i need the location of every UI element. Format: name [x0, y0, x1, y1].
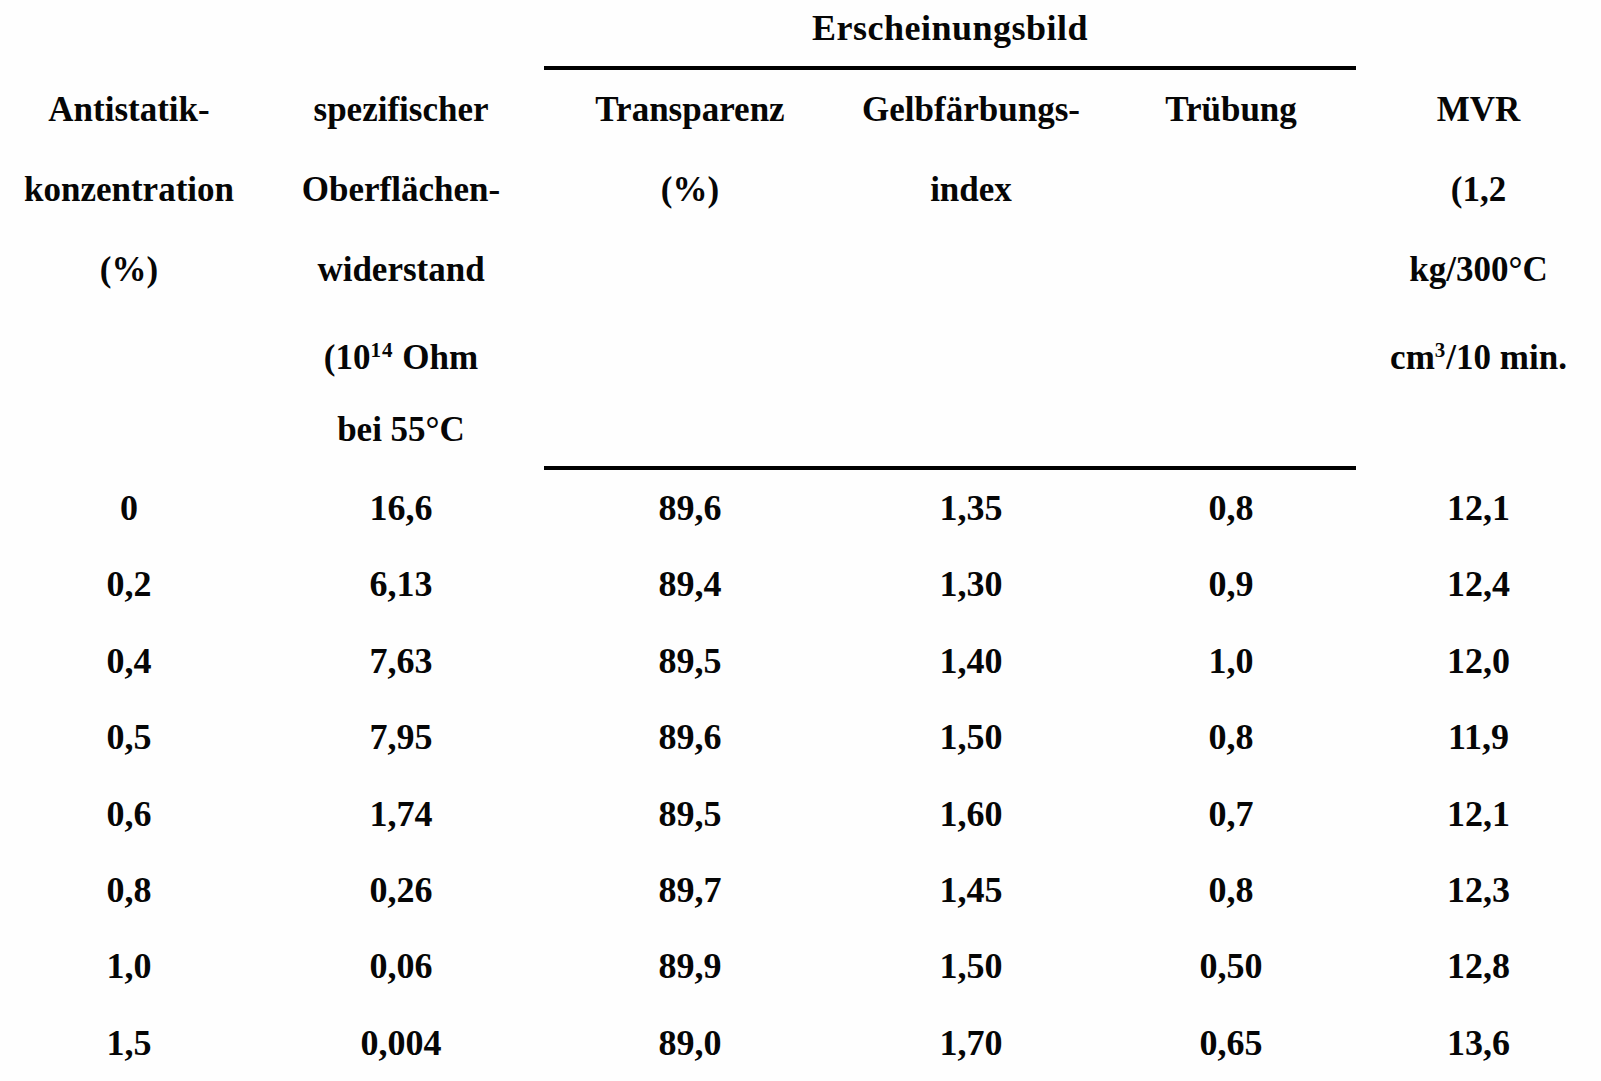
table-cell: 7,63	[258, 623, 544, 699]
group-header-erscheinungsbild: Erscheinungsbild	[544, 0, 1356, 70]
table-cell: 1,0	[0, 928, 258, 1004]
table-cell: 16,6	[258, 470, 544, 546]
column-header-spezifischer-oberflaechenwiderstand: spezifischer Oberflächen- widerstand (10…	[258, 70, 544, 470]
header-line: konzentration	[0, 150, 258, 230]
measurement-table: Erscheinungsbild Antistatik- konzentrati…	[0, 0, 1601, 1081]
table-cell: 12,1	[1356, 776, 1601, 852]
ohm-prefix: (10	[324, 338, 371, 377]
header-line: Antistatik-	[0, 70, 258, 150]
table-cell: 1,60	[836, 776, 1106, 852]
header-line: Trübung	[1106, 70, 1356, 150]
table-cell: 12,1	[1356, 470, 1601, 546]
table-cell: 0,2	[0, 546, 258, 622]
table-cell: 1,70	[836, 1005, 1106, 1081]
table-cell: 89,5	[544, 776, 836, 852]
table-cell: 89,6	[544, 699, 836, 775]
table-cell: 0,7	[1106, 776, 1356, 852]
table-cell: 11,9	[1356, 699, 1601, 775]
header-line: (%)	[0, 230, 258, 310]
table-cell: 1,50	[836, 699, 1106, 775]
table-cell: 0,8	[1106, 470, 1356, 546]
table-cell: 0,8	[1106, 852, 1356, 928]
spacer-cell	[258, 0, 544, 70]
table-cell: 0	[0, 470, 258, 546]
table-cell: 1,50	[836, 928, 1106, 1004]
header-line: (1,2	[1356, 150, 1601, 230]
table-cell: 12,8	[1356, 928, 1601, 1004]
header-line: Transparenz	[544, 70, 836, 150]
table-cell: 0,06	[258, 928, 544, 1004]
column-header-mvr: MVR (1,2 kg/300°C cm3/10 min.	[1356, 70, 1601, 470]
column-header-gelbfaerbungsindex: Gelbfärbungs- index	[836, 70, 1106, 470]
table-cell: 89,5	[544, 623, 836, 699]
table-cell: 1,35	[836, 470, 1106, 546]
column-header-antistatik-konzentration: Antistatik- konzentration (%)	[0, 70, 258, 470]
header-line: widerstand	[258, 230, 544, 310]
ohm-unit: Ohm	[394, 338, 479, 377]
table-cell: 6,13	[258, 546, 544, 622]
table-cell: 1,30	[836, 546, 1106, 622]
table-cell: 1,5	[0, 1005, 258, 1081]
header-line: MVR	[1356, 70, 1601, 150]
table-cell: 1,40	[836, 623, 1106, 699]
cm-unit: /10 min.	[1446, 338, 1567, 377]
column-header-truebung: Trübung	[1106, 70, 1356, 470]
table-cell: 12,0	[1356, 623, 1601, 699]
table-cell: 89,4	[544, 546, 836, 622]
header-line: (%)	[544, 150, 836, 230]
cm-prefix: cm	[1390, 338, 1435, 377]
table-cell: 0,65	[1106, 1005, 1356, 1081]
header-line: Oberflächen-	[258, 150, 544, 230]
table-cell: 0,004	[258, 1005, 544, 1081]
header-line: spezifischer	[258, 70, 544, 150]
spacer-cell	[1356, 0, 1601, 70]
table-cell: 89,6	[544, 470, 836, 546]
ohm-exponent: 14	[371, 338, 394, 362]
cm-exponent: 3	[1435, 338, 1447, 362]
header-line: Gelbfärbungs-	[836, 70, 1106, 150]
table-cell: 0,5	[0, 699, 258, 775]
spacer-cell	[0, 0, 258, 70]
table-cell: 13,6	[1356, 1005, 1601, 1081]
table-cell: 1,74	[258, 776, 544, 852]
table-cell: 0,8	[0, 852, 258, 928]
table-cell: 12,3	[1356, 852, 1601, 928]
table-cell: 0,26	[258, 852, 544, 928]
header-line: bei 55°C	[258, 390, 544, 470]
table-cell: 0,6	[0, 776, 258, 852]
table-cell: 89,7	[544, 852, 836, 928]
table-cell: 0,8	[1106, 699, 1356, 775]
table-cell: 0,50	[1106, 928, 1356, 1004]
table-cell: 89,0	[544, 1005, 836, 1081]
table-cell: 1,45	[836, 852, 1106, 928]
header-line: index	[836, 150, 1106, 230]
column-header-transparenz: Transparenz (%)	[544, 70, 836, 470]
header-line: kg/300°C	[1356, 230, 1601, 310]
header-line-ohm: (1014 Ohm	[258, 310, 544, 390]
header-line-cm3: cm3/10 min.	[1356, 310, 1601, 390]
table-cell: 1,0	[1106, 623, 1356, 699]
table-cell: 12,4	[1356, 546, 1601, 622]
table-cell: 0,4	[0, 623, 258, 699]
table-cell: 7,95	[258, 699, 544, 775]
table-cell: 0,9	[1106, 546, 1356, 622]
scanned-document-page: Erscheinungsbild Antistatik- konzentrati…	[0, 0, 1601, 1081]
table-cell: 89,9	[544, 928, 836, 1004]
